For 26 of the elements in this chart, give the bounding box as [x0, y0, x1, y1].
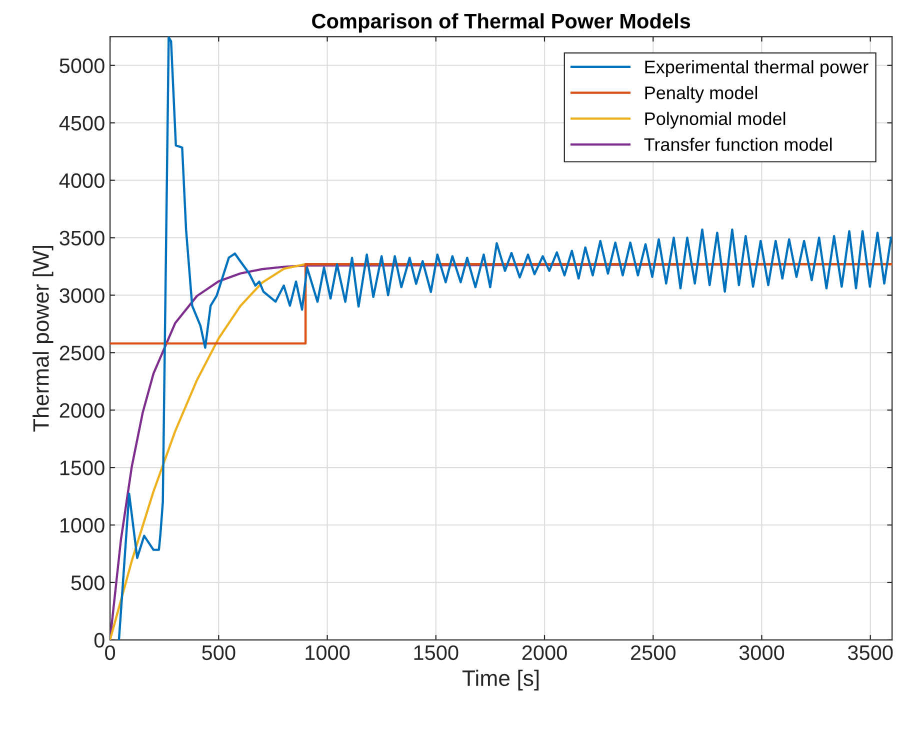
x-tick-label: 2500 — [631, 645, 676, 660]
x-tick-label: 2000 — [522, 645, 567, 660]
legend-label: Experimental thermal power — [645, 60, 868, 77]
legend-label: Transfer function model — [644, 138, 832, 151]
legend-label: Penalty model — [645, 86, 758, 103]
x-tick-label: 1000 — [306, 645, 350, 660]
y-tick-label: 1500 — [60, 460, 104, 476]
y-tick-label: 500 — [71, 575, 104, 590]
x-tick-label: 3000 — [739, 645, 784, 660]
y-axis-title: Thermal power [W] — [32, 246, 54, 432]
x-axis-title: Time [s] — [462, 670, 539, 690]
y-tick-label: 1000 — [60, 518, 104, 533]
x-tick-label: 3500 — [848, 645, 893, 660]
x-tick-label: 500 — [202, 645, 236, 660]
y-tick-label: 2500 — [60, 346, 104, 360]
y-tick-label: 4500 — [59, 116, 104, 131]
x-tick-label: 1500 — [414, 645, 458, 660]
x-tick-label: 0 — [105, 645, 116, 660]
y-tick-label: 4000 — [59, 173, 104, 188]
y-tick-label: 3000 — [60, 288, 104, 303]
legend-label: Polynomial model — [645, 112, 786, 129]
y-tick-label: 5000 — [60, 58, 104, 74]
chart-title: Comparison of Thermal Power Models — [312, 13, 690, 33]
y-tick-label: 0 — [94, 632, 104, 648]
y-tick-label: 2000 — [60, 403, 104, 418]
y-tick-label: 3500 — [60, 230, 104, 246]
